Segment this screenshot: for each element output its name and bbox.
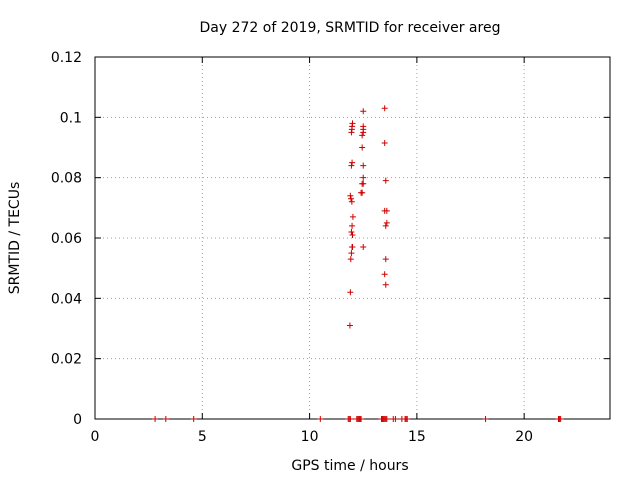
grid-lines — [95, 57, 610, 419]
data-point — [152, 416, 159, 422]
data-point — [347, 192, 354, 199]
y-tick-label: 0.02 — [51, 352, 82, 368]
x-tick-label: 0 — [91, 429, 100, 445]
data-point — [349, 159, 356, 166]
y-axis-label: SRMTID / TECUs — [7, 182, 23, 295]
x-tick-label: 20 — [515, 429, 533, 445]
data-points — [152, 105, 564, 422]
axis-ticks — [94, 56, 610, 420]
data-point — [347, 289, 354, 296]
data-point — [349, 213, 356, 220]
data-point — [359, 144, 366, 151]
data-point — [348, 162, 355, 169]
data-point — [360, 108, 367, 115]
data-point — [162, 416, 169, 422]
data-point — [349, 222, 356, 229]
data-point — [383, 416, 390, 422]
data-point — [381, 105, 388, 112]
data-point — [382, 177, 389, 184]
data-point — [349, 120, 356, 127]
data-point — [381, 271, 388, 278]
data-point — [382, 222, 389, 229]
data-point — [360, 123, 367, 130]
y-tick-labels: 0 0.02 0.04 0.06 0.08 0.1 0.12 — [51, 50, 82, 428]
data-point — [360, 162, 367, 169]
data-point — [349, 244, 356, 251]
data-point — [360, 174, 367, 181]
data-point — [404, 416, 411, 422]
x-axis-label: GPS time / hours — [291, 458, 408, 474]
data-point — [346, 322, 353, 329]
y-tick-label: 0.04 — [51, 291, 82, 307]
data-point — [360, 244, 367, 251]
data-point — [347, 195, 354, 202]
y-tick-label: 0 — [73, 412, 82, 428]
x-tick-label: 15 — [408, 429, 426, 445]
y-tick-label: 0.08 — [51, 171, 82, 187]
chart-title: Day 272 of 2019, SRMTID for receiver are… — [200, 20, 501, 36]
data-point — [557, 416, 564, 422]
data-point — [383, 207, 390, 214]
x-tick-label: 5 — [198, 429, 207, 445]
data-point — [349, 231, 356, 238]
data-point — [383, 219, 390, 226]
data-point — [359, 189, 366, 196]
data-point — [360, 180, 367, 187]
data-point — [382, 256, 389, 263]
y-tick-label: 0.1 — [60, 110, 82, 126]
data-point — [359, 132, 366, 139]
data-point — [348, 228, 355, 235]
data-point — [392, 416, 399, 422]
data-point — [382, 281, 389, 288]
y-tick-label: 0.06 — [51, 231, 82, 247]
data-point — [190, 416, 197, 422]
data-point — [317, 416, 324, 422]
y-tick-label: 0.12 — [51, 50, 82, 66]
data-point — [347, 256, 354, 263]
data-point — [348, 250, 355, 257]
plot-frame — [94, 56, 611, 420]
data-point — [358, 416, 365, 422]
data-point — [348, 198, 355, 205]
x-tick-labels: 0 5 10 15 20 — [91, 429, 534, 445]
data-point — [347, 416, 354, 422]
data-point — [381, 139, 388, 146]
x-tick-label: 10 — [301, 429, 319, 445]
data-point — [482, 416, 489, 422]
